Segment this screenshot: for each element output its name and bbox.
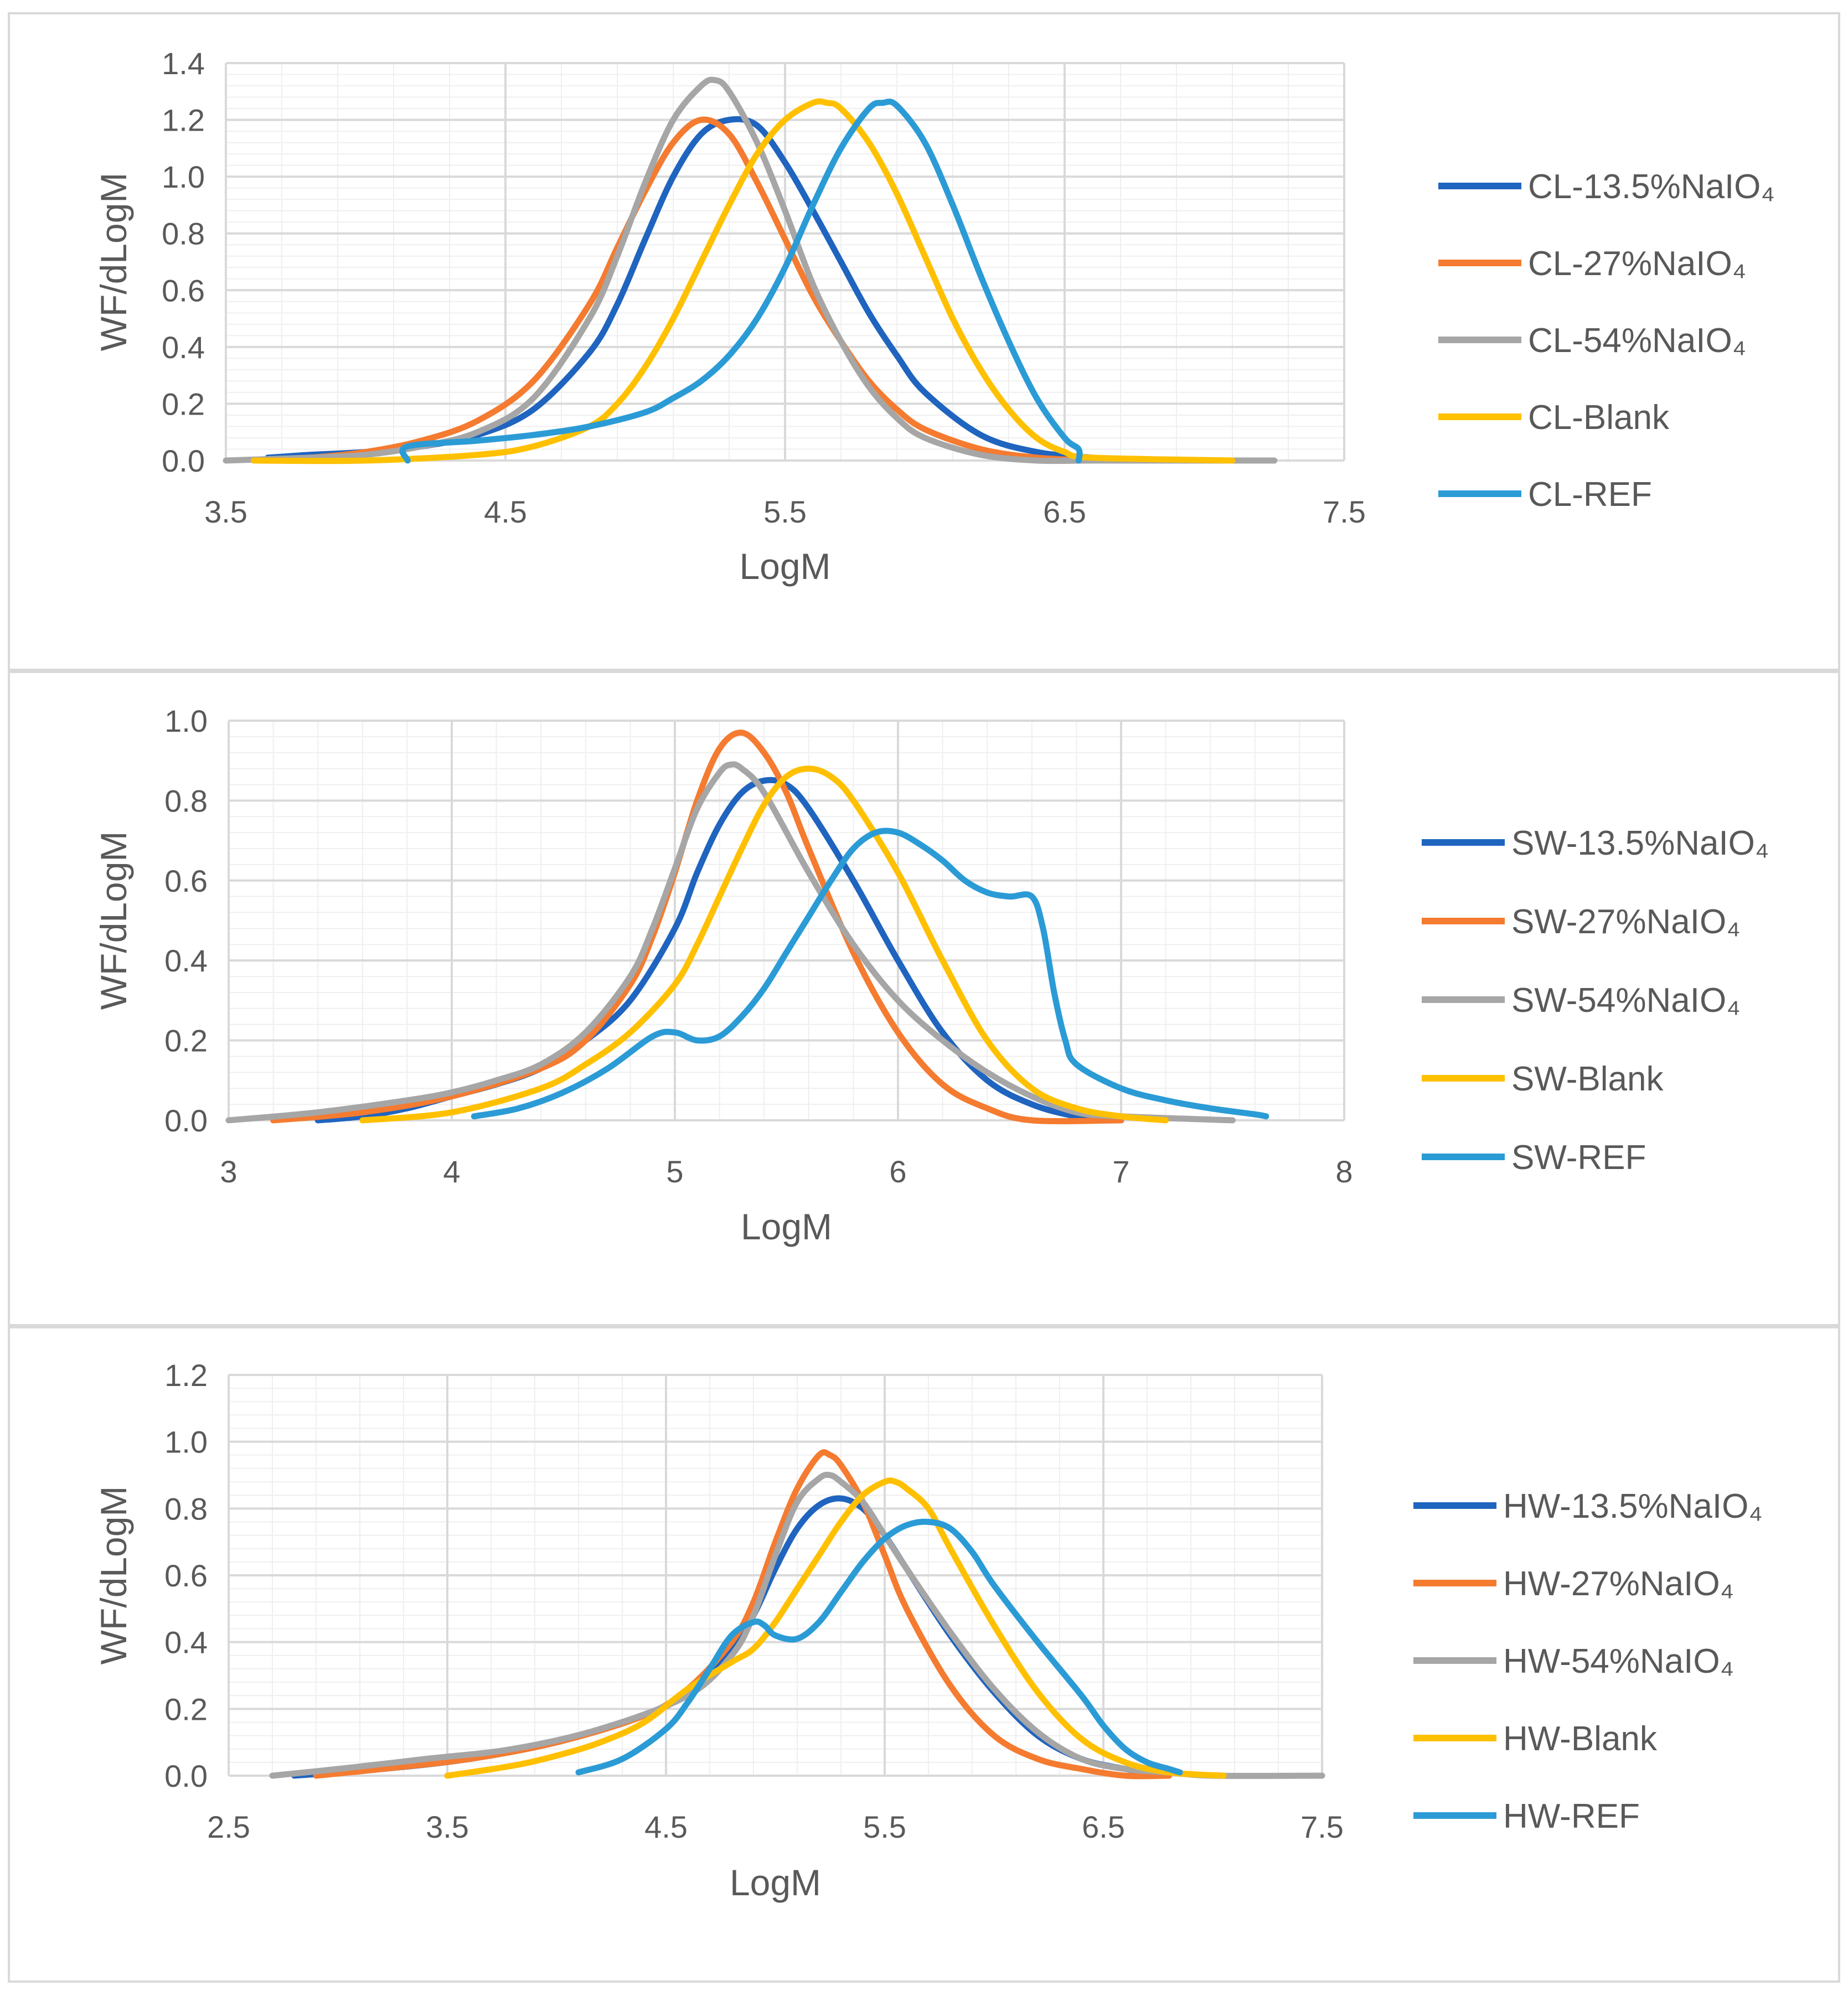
c1-x-tick-label: 7 [1112, 1154, 1129, 1189]
c1-legend-label-0: SW-13.5%NaIO₄ [1511, 824, 1769, 862]
c0-x-tick-label: 5.5 [763, 494, 807, 529]
c1-x-tick-label: 6 [889, 1154, 906, 1189]
c2-legend-label-1: HW-27%NaIO₄ [1503, 1565, 1734, 1603]
c2-y-tick-label: 0.2 [164, 1692, 208, 1726]
c1-legend-label-2: SW-54%NaIO₄ [1511, 981, 1741, 1020]
c0-y-tick-label: 0.2 [162, 386, 205, 421]
c2-y-tick-label: 0.6 [164, 1558, 208, 1593]
c2-legend-label-3: HW-Blank [1503, 1720, 1658, 1758]
c1-x-axis-title: LogM [741, 1206, 832, 1247]
c2-x-tick-label: 5.5 [863, 1809, 906, 1844]
chart-panel-sw: 3 4 5 6 7 8 0.0 0.2 0.4 0.6 0.8 1.0 LogM WF/dLogM SW-1… [8, 671, 1840, 1326]
c0-y-tick-label: 1.0 [162, 159, 205, 194]
c0-legend-label-0: CL-13.5%NaIO₄ [1528, 168, 1775, 206]
c2-y-axis-title: WF/dLogM [93, 1486, 134, 1665]
c2-series-line-1 [313, 1449, 1172, 1780]
c2-legend-label-0: HW-13.5%NaIO₄ [1503, 1487, 1763, 1525]
c2-legend: HW-13.5%NaIO₄ HW-27%NaIO₄ HW-54%NaIO₄ HW-Bl… [1413, 1487, 1763, 1835]
c1-y-tick-label: 0.0 [164, 1103, 208, 1138]
c0-y-tick-label: 0.0 [162, 443, 205, 478]
c0-series-line-3 [251, 98, 1236, 464]
c2-x-tick-label: 7.5 [1300, 1809, 1344, 1844]
c2-legend-label-2: HW-54%NaIO₄ [1503, 1642, 1734, 1680]
c1-x-tick-label: 3 [220, 1154, 237, 1189]
c1-y-axis-title: WF/dLogM [93, 831, 134, 1010]
c0-y-tick-label: 0.6 [162, 273, 205, 308]
c2-x-tick-label: 2.5 [207, 1809, 250, 1844]
c1-series-line-3 [359, 766, 1169, 1124]
c1-y-tick-label: 0.2 [164, 1023, 208, 1058]
c1-x-tick-label: 5 [666, 1154, 683, 1189]
c2-y-tick-label: 1.2 [164, 1358, 208, 1393]
c1-series-line-1 [270, 730, 1124, 1125]
c1-series-line-2 [225, 761, 1236, 1124]
c0-gridlines [225, 62, 1345, 462]
c0-x-tick-label: 7.5 [1323, 494, 1366, 529]
c0-y-tick-label: 0.4 [162, 330, 205, 365]
chart-cl: 3.5 4.5 5.5 6.5 7.5 0.0 0.2 0.4 0.6 0.8 1.0 1.2 1.4 L… [93, 46, 1775, 587]
c1-x-tick-label: 4 [443, 1154, 460, 1189]
c2-y-tick-label: 0.0 [164, 1759, 208, 1793]
c0-legend-label-4: CL-REF [1528, 475, 1652, 514]
c0-x-axis-title: LogM [739, 546, 830, 587]
c0-series-line-4 [399, 99, 1083, 464]
c1-x-tick-label: 8 [1335, 1154, 1353, 1189]
c0-legend: CL-13.5%NaIO₄ CL-27%NaIO₄ CL-54%NaIO₄ CL-Bl… [1438, 168, 1775, 514]
c2-legend-label-4: HW-REF [1503, 1797, 1640, 1835]
c0-y-tick-label: 0.8 [162, 216, 205, 251]
chart-panel-cl: 3.5 4.5 5.5 6.5 7.5 0.0 0.2 0.4 0.6 0.8 1.0 1.2 1.4 L… [8, 12, 1840, 671]
c0-x-tick-label: 6.5 [1043, 494, 1086, 529]
c2-x-tick-label: 3.5 [426, 1809, 469, 1844]
c0-y-axis-title: WF/dLogM [93, 173, 134, 351]
c1-series-group [225, 730, 1269, 1125]
c1-y-tick-label: 0.4 [164, 943, 208, 978]
c0-legend-label-1: CL-27%NaIO₄ [1528, 245, 1746, 283]
c1-legend-label-1: SW-27%NaIO₄ [1511, 903, 1741, 941]
c2-x-tick-label: 6.5 [1082, 1809, 1125, 1844]
c1-y-tick-label: 0.8 [164, 783, 208, 818]
c2-x-axis-title: LogM [730, 1862, 821, 1903]
c0-y-tick-label: 1.4 [162, 46, 205, 81]
c0-y-tick-label: 1.2 [162, 103, 205, 138]
c2-series-group [269, 1449, 1325, 1780]
c1-y-tick-label: 1.0 [164, 704, 208, 738]
c0-series-line-1 [251, 116, 1096, 464]
c2-series-line-4 [575, 1518, 1183, 1776]
c1-legend: SW-13.5%NaIO₄ SW-27%NaIO₄ SW-54%NaIO₄ SW-Bl… [1422, 824, 1769, 1177]
c2-x-tick-label: 4.5 [644, 1809, 688, 1844]
c0-legend-label-2: CL-54%NaIO₄ [1528, 322, 1746, 360]
c2-y-tick-label: 0.8 [164, 1491, 208, 1526]
c0-x-tick-label: 3.5 [204, 494, 247, 529]
c2-y-tick-label: 1.0 [164, 1425, 208, 1460]
c1-legend-label-3: SW-Blank [1511, 1060, 1664, 1098]
c0-series-line-2 [223, 76, 1278, 464]
c1-series-line-4 [471, 828, 1269, 1120]
chart-panel-hw: 2.5 3.5 4.5 5.5 6.5 7.5 0.0 0.2 0.4 0.6 0.8 1.0 1.2 L… [8, 1326, 1840, 1983]
c0-legend-label-3: CL-Blank [1528, 399, 1670, 437]
c1-legend-label-4: SW-REF [1511, 1139, 1646, 1177]
c0-series-line-0 [265, 116, 1096, 461]
chart-sw: 3 4 5 6 7 8 0.0 0.2 0.4 0.6 0.8 1.0 LogM WF/dLogM SW-1… [93, 704, 1769, 1247]
c0-series-group [223, 76, 1278, 464]
c2-series-line-2 [269, 1471, 1325, 1779]
chart-hw: 2.5 3.5 4.5 5.5 6.5 7.5 0.0 0.2 0.4 0.6 0.8 1.0 1.2 L… [93, 1358, 1763, 1903]
c1-y-tick-label: 0.6 [164, 863, 208, 898]
c0-x-tick-label: 4.5 [484, 494, 527, 529]
c2-y-tick-label: 0.4 [164, 1625, 208, 1660]
c2-series-line-3 [444, 1477, 1227, 1779]
